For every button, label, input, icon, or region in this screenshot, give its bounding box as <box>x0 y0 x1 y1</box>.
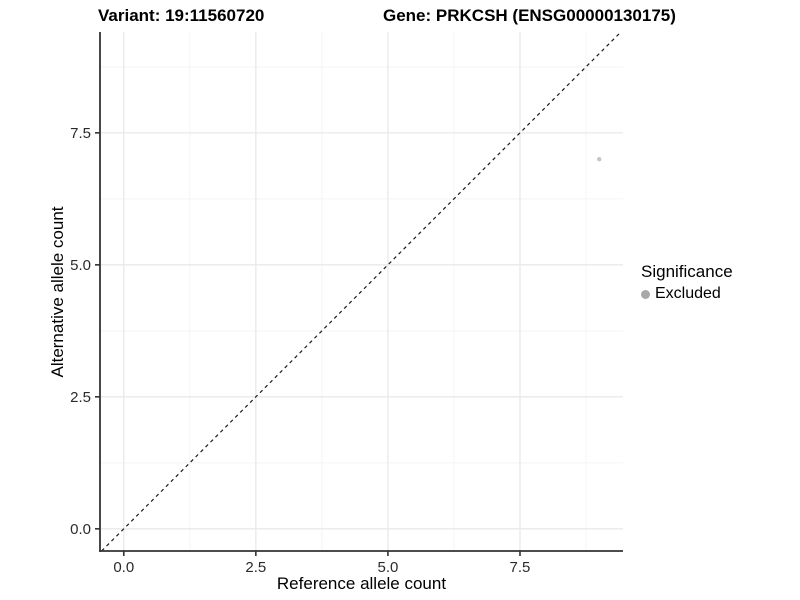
data-point <box>597 157 602 162</box>
legend-entry-excluded: Excluded <box>641 285 733 303</box>
y-tick-label: 0.0 <box>70 521 91 538</box>
legend: Significance Excluded <box>641 262 733 303</box>
identity-dashed-line <box>101 31 622 552</box>
y-tick-label: 7.5 <box>70 125 91 142</box>
gene-title: Gene: PRKCSH (ENSG00000130175) <box>383 6 676 25</box>
y-tick-label: 2.5 <box>70 389 91 406</box>
x-axis-title: Reference allele count <box>276 574 447 593</box>
x-tick-label: 2.5 <box>245 559 266 576</box>
excluded-point-icon <box>641 289 650 299</box>
x-tick-label: 5.0 <box>377 559 398 576</box>
x-tick-label: 0.0 <box>113 559 134 576</box>
legend-entry-label: Excluded <box>655 285 721 302</box>
legend-title: Significance <box>641 262 733 281</box>
y-tick-label: 5.0 <box>70 257 91 274</box>
variant-title: Variant: 19:11560720 <box>98 6 265 25</box>
x-tick-label: 7.5 <box>510 559 531 576</box>
